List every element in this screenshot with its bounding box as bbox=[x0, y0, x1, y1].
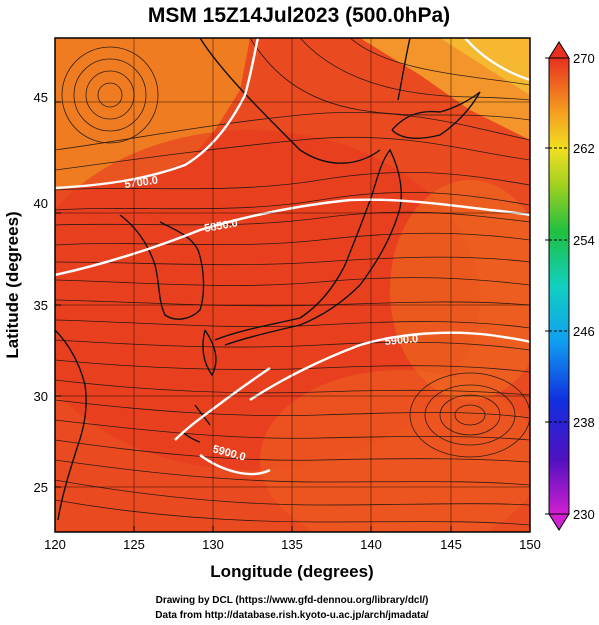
figure-title: MSM 15Z14Jul2023 (500.0hPa) bbox=[148, 4, 450, 27]
yellow-region-northeast bbox=[440, 38, 530, 95]
contour-label-5900-east: 5900.0 bbox=[384, 333, 419, 348]
japan-honshu-coast bbox=[214, 148, 402, 346]
footer-drawing-credit: Drawing by DCL (https://www.gfd-dennou.o… bbox=[156, 595, 429, 606]
footer-data-source: Data from http://database.rish.kyoto-u.a… bbox=[155, 610, 429, 621]
x-axis: 120 125 130 135 140 145 150 bbox=[44, 526, 541, 552]
x-tick-label: 140 bbox=[360, 537, 382, 552]
east-orange-patch bbox=[390, 180, 530, 400]
contour-5900-south bbox=[174, 367, 271, 476]
x-tick-label: 135 bbox=[281, 537, 303, 552]
south-orange-patch bbox=[260, 370, 530, 532]
colorbar-bottom-arrow bbox=[548, 513, 570, 531]
y-tick-label: 30 bbox=[34, 389, 48, 404]
colorbar-tick-label: 230 bbox=[573, 507, 595, 522]
contour-label-5700: 5700.0 bbox=[124, 174, 159, 191]
contour-ne bbox=[464, 38, 530, 82]
y-axis: 25 30 35 40 45 bbox=[34, 90, 61, 495]
y-tick-label: 45 bbox=[34, 90, 48, 105]
china-coast bbox=[55, 329, 87, 521]
y-axis-title: Latitude (degrees) bbox=[3, 211, 22, 358]
colorbar-tick-label: 270 bbox=[573, 51, 595, 66]
contour-5700 bbox=[55, 38, 260, 190]
sakhalin-coast bbox=[397, 38, 411, 101]
colorbar-top-arrow bbox=[548, 41, 570, 59]
colorbar: 270 262 254 246 238 230 bbox=[545, 41, 595, 531]
x-tick-label: 145 bbox=[440, 537, 462, 552]
x-tick-label: 120 bbox=[44, 537, 66, 552]
cool-region-northwest bbox=[55, 38, 250, 190]
grid-lines bbox=[55, 38, 530, 532]
map-panel: 5700.0 5850.0 5900.0 5900.0 bbox=[55, 38, 530, 532]
height-contours bbox=[55, 38, 530, 476]
x-tick-label: 125 bbox=[123, 537, 145, 552]
colorbar-tick-label: 238 bbox=[573, 415, 595, 430]
y-tick-label: 40 bbox=[34, 196, 48, 211]
x-axis-title: Longitude (degrees) bbox=[210, 562, 373, 581]
y-tick-label: 35 bbox=[34, 298, 48, 313]
colorbar-scale bbox=[548, 57, 570, 515]
contour-5850 bbox=[55, 198, 530, 277]
x-tick-label: 150 bbox=[519, 537, 541, 552]
colorbar-tick-label: 254 bbox=[573, 233, 595, 248]
colorbar-tick-label: 246 bbox=[573, 324, 595, 339]
japan-hokkaido-coast bbox=[391, 91, 481, 139]
kyushu-coast bbox=[202, 329, 217, 377]
russia-coast bbox=[199, 38, 381, 164]
x-tick-label: 130 bbox=[202, 537, 224, 552]
y-tick-label: 25 bbox=[34, 480, 48, 495]
contour-label-5850: 5850.0 bbox=[203, 217, 238, 235]
korea-coast bbox=[119, 214, 205, 320]
contour-5900-north bbox=[249, 331, 530, 401]
colorbar-tick-label: 262 bbox=[573, 141, 595, 156]
